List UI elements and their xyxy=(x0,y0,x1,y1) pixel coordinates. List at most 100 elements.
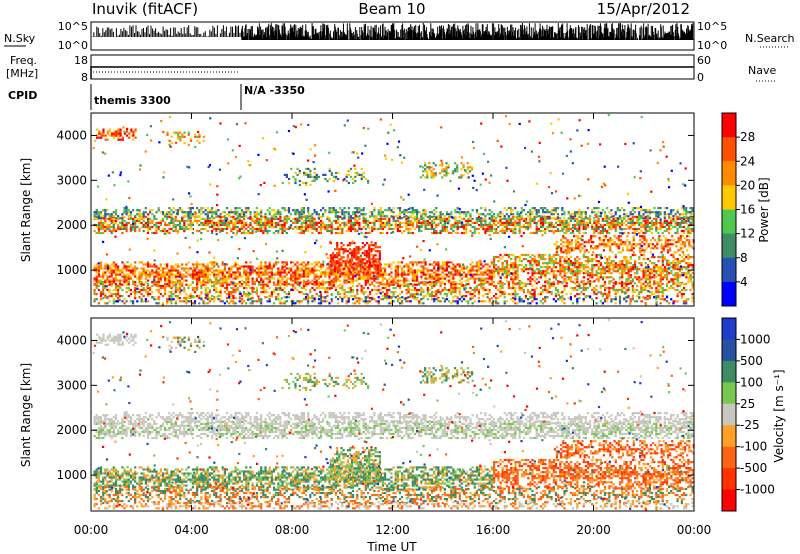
heatmap-cell xyxy=(108,265,111,268)
heatmap-cell xyxy=(441,213,444,216)
heatmap-cell xyxy=(326,288,329,292)
heatmap-cell xyxy=(405,221,408,224)
heatmap-cell xyxy=(243,229,246,233)
heatmap-cell xyxy=(172,284,175,288)
heatmap-cell xyxy=(529,291,532,294)
heatmap-cell xyxy=(213,286,216,290)
heatmap-cell xyxy=(531,270,534,273)
heatmap-cell xyxy=(112,271,115,274)
heatmap-cell xyxy=(428,275,431,278)
heatmap-cell xyxy=(582,223,585,227)
heatmap-cell xyxy=(183,225,186,229)
heatmap-cell xyxy=(123,215,126,218)
heatmap-cell xyxy=(629,276,632,279)
heatmap-cell xyxy=(358,215,361,218)
heatmap-cell xyxy=(443,269,446,272)
heatmap-cell xyxy=(435,271,438,274)
heatmap-cell xyxy=(484,273,487,276)
heatmap-cell xyxy=(200,223,203,227)
heatmap-cell xyxy=(102,209,105,212)
heatmap-cell xyxy=(204,273,207,276)
heatmap-cell xyxy=(443,219,446,222)
heatmap-cell xyxy=(243,213,246,216)
heatmap-cell xyxy=(514,270,517,273)
heatmap-cell xyxy=(456,207,459,210)
heatmap-cell xyxy=(178,223,182,227)
heatmap-cell xyxy=(657,266,660,269)
heatmap-cell xyxy=(95,231,98,235)
heatmap-cell xyxy=(360,213,363,216)
heatmap-cell xyxy=(480,279,483,282)
heatmap-cell xyxy=(178,207,182,210)
heatmap-cell xyxy=(554,266,558,269)
heatmap-cell xyxy=(606,207,609,210)
heatmap-cell xyxy=(571,217,575,220)
heatmap-cell xyxy=(347,280,350,284)
heatmap-cell xyxy=(578,213,581,216)
heatmap-cell xyxy=(337,221,340,224)
heatmap-cell xyxy=(168,277,171,280)
heatmap-cell xyxy=(230,267,233,270)
heatmap-cell xyxy=(516,221,519,224)
heatmap-cell xyxy=(97,225,100,229)
heatmap-cell xyxy=(527,282,530,286)
heatmap-cell xyxy=(358,225,361,229)
heatmap-cell xyxy=(666,262,669,265)
heatmap-cell xyxy=(634,272,637,275)
heatmap-cell xyxy=(296,273,299,276)
heatmap-cell xyxy=(304,265,308,268)
heatmap-cell xyxy=(178,227,182,231)
heatmap-cell xyxy=(140,261,143,264)
heatmap-cell xyxy=(682,217,686,220)
heatmap-cell xyxy=(347,286,350,290)
heatmap-cell xyxy=(270,223,273,227)
heatmap-cell xyxy=(493,258,496,261)
heatmap-cell xyxy=(514,266,517,269)
heatmap-cell xyxy=(676,274,679,277)
heatmap-cell xyxy=(482,282,485,286)
heatmap-cell xyxy=(529,221,532,224)
heatmap-cell xyxy=(110,217,113,220)
heatmap-cell xyxy=(420,265,423,268)
heatmap-cell xyxy=(159,263,162,266)
heatmap-cell xyxy=(251,291,254,294)
heatmap-cell xyxy=(183,275,186,278)
heatmap-cell xyxy=(420,269,423,272)
heatmap-cell xyxy=(542,223,545,227)
heatmap-cell xyxy=(591,268,594,271)
heatmap-cell xyxy=(678,268,681,271)
heatmap-cell xyxy=(140,293,143,296)
heatmap-cell xyxy=(174,295,177,298)
heatmap-cell xyxy=(398,221,402,224)
heatmap-cell xyxy=(655,211,658,214)
heatmap-cell xyxy=(495,268,498,271)
heatmap-cell xyxy=(285,273,288,276)
heatmap-cell xyxy=(390,291,393,294)
heatmap-cell xyxy=(311,225,314,229)
heatmap-cell xyxy=(441,227,444,231)
heatmap-cell xyxy=(471,273,474,276)
heatmap-cell xyxy=(454,223,457,227)
heatmap-cell xyxy=(407,215,410,218)
heatmap-cell xyxy=(548,260,551,263)
heatmap-cell xyxy=(193,277,197,280)
heatmap-cell xyxy=(193,217,197,220)
heatmap-cell xyxy=(670,211,673,214)
heatmap-cell xyxy=(435,279,438,282)
heatmap-cell xyxy=(121,279,124,282)
heatmap-cell xyxy=(495,219,498,222)
heatmap-cell xyxy=(627,274,630,277)
heatmap-cell xyxy=(467,223,470,227)
heatmap-cell xyxy=(251,231,254,235)
heatmap-cell xyxy=(202,217,205,220)
heatmap-cell xyxy=(507,227,510,231)
heatmap-cell xyxy=(300,286,303,290)
heatmap-cell xyxy=(634,253,637,257)
heatmap-cell xyxy=(548,253,551,257)
heatmap-cell xyxy=(309,219,312,222)
heatmap-cell xyxy=(422,297,425,300)
heatmap-cell xyxy=(202,221,205,224)
heatmap-cell xyxy=(287,227,291,231)
heatmap-cell xyxy=(187,295,190,298)
